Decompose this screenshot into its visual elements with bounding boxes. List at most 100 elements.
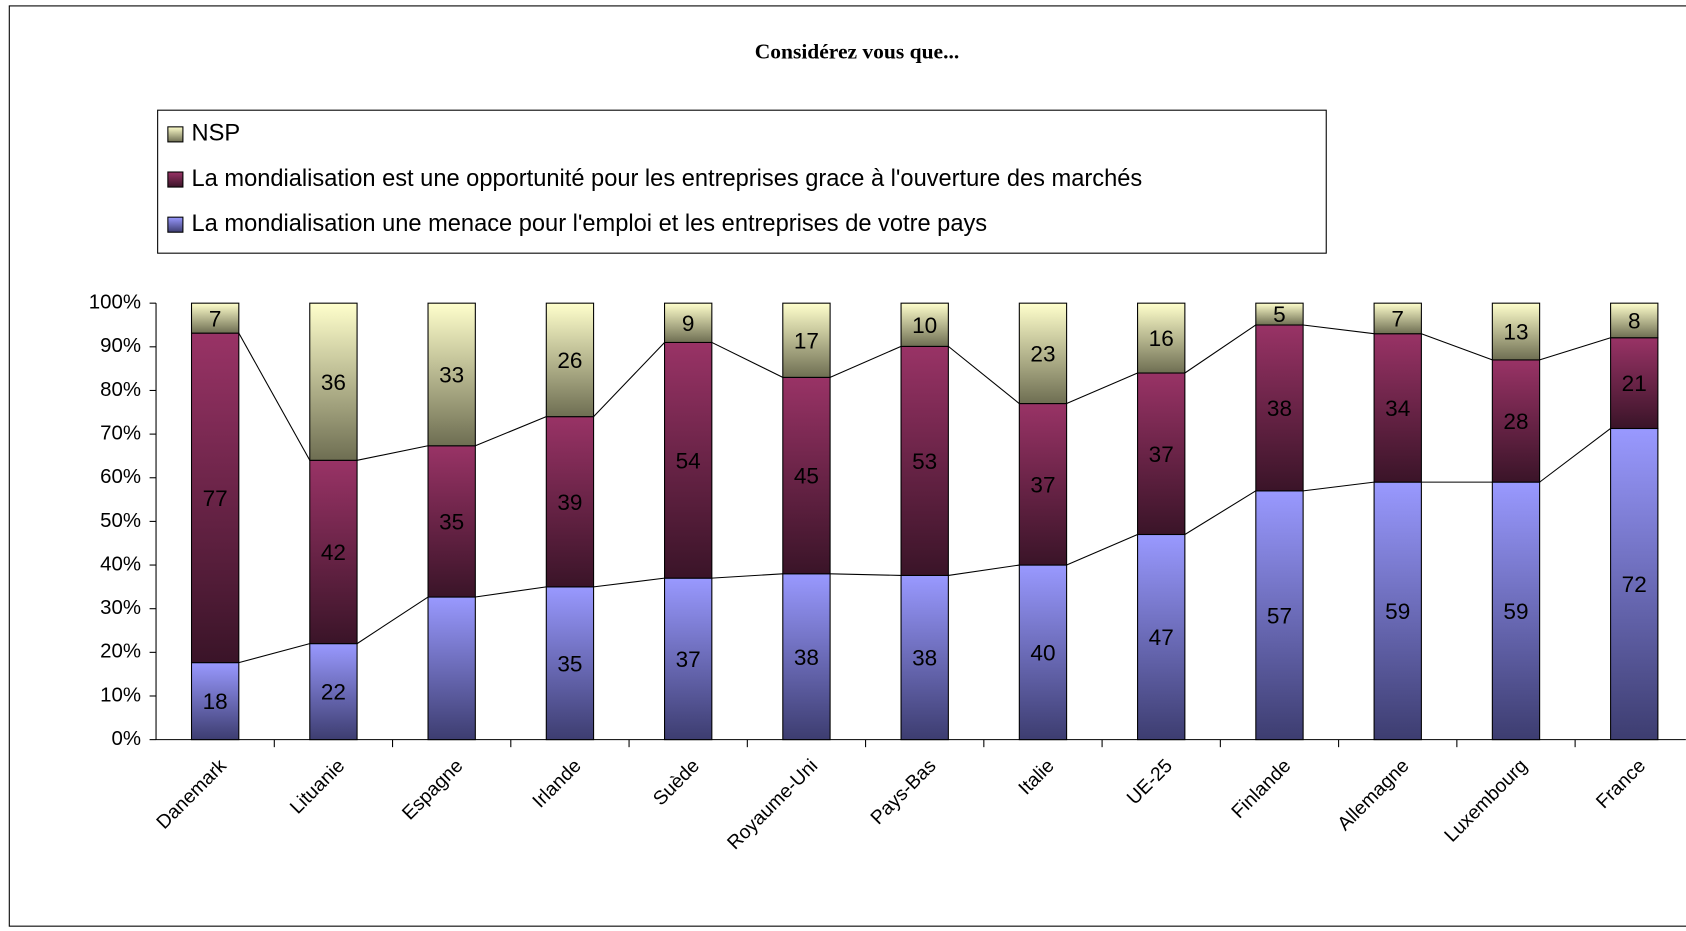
bar-segment <box>1373 302 1422 335</box>
series-line <box>238 332 311 461</box>
data-label: 59 <box>1385 599 1410 624</box>
data-label: 5 <box>1273 302 1286 327</box>
data-label: 35 <box>439 510 464 535</box>
bar-segment <box>427 445 476 598</box>
bar-segment <box>664 341 713 579</box>
data-label: 77 <box>203 486 228 511</box>
bar-segment <box>1137 302 1186 374</box>
data-label: 33 <box>439 363 464 388</box>
series-line <box>829 345 902 378</box>
data-label: 17 <box>794 328 819 353</box>
data-label: 18 <box>203 689 228 714</box>
bar-segment <box>1491 359 1541 483</box>
bar-segment <box>427 302 476 447</box>
bar-segment <box>1491 302 1541 361</box>
series-line <box>593 577 665 588</box>
series-line <box>1066 534 1138 566</box>
series-line <box>1184 490 1257 535</box>
y-tick-label: 0% <box>111 728 141 750</box>
bar-segment <box>1018 564 1068 741</box>
legend-label: La mondialisation est une opportunité po… <box>192 166 1143 192</box>
legend-swatch <box>167 126 184 143</box>
bar-segment <box>545 416 595 588</box>
bar-segment <box>309 643 358 741</box>
series-line <box>1539 428 1611 483</box>
bar-segment <box>190 332 240 664</box>
data-label: 16 <box>1149 326 1174 351</box>
data-label: 38 <box>1267 396 1292 421</box>
bar-segment <box>1018 403 1068 566</box>
bar-segment <box>1255 490 1304 741</box>
bar-segment <box>309 459 358 645</box>
series-line <box>238 643 310 664</box>
data-label: 35 <box>557 651 582 676</box>
y-tick-label: 20% <box>100 641 141 663</box>
data-label: 23 <box>1030 341 1055 366</box>
data-label: 72 <box>1622 572 1647 597</box>
y-tick-label: 40% <box>100 553 141 575</box>
series-line <box>1303 324 1375 335</box>
data-label: 9 <box>682 311 695 336</box>
chart-title: Considérez vous que... <box>755 40 959 64</box>
data-label: 47 <box>1149 625 1174 650</box>
series-line <box>1303 481 1375 492</box>
data-label: 7 <box>209 306 222 331</box>
series-line <box>948 564 1020 576</box>
series-line <box>356 596 429 645</box>
series-line <box>1539 337 1611 361</box>
series-line <box>948 345 1020 404</box>
y-tick-label: 30% <box>100 597 141 619</box>
y-tick-label: 10% <box>100 684 141 706</box>
series-line <box>1421 333 1493 361</box>
data-label: 37 <box>1030 472 1055 497</box>
series-line <box>475 416 547 447</box>
data-label: 13 <box>1503 320 1528 345</box>
bar-segment <box>1610 337 1659 430</box>
series-line <box>1066 372 1138 405</box>
bar-segment <box>900 302 949 347</box>
data-label: 36 <box>321 370 346 395</box>
data-label: 38 <box>794 645 819 670</box>
bar-segment <box>190 302 240 334</box>
data-label: 53 <box>912 449 937 474</box>
series-line <box>830 573 902 576</box>
bar-segment <box>1373 333 1422 483</box>
data-label: 57 <box>1267 603 1292 628</box>
bar-segment <box>664 302 713 343</box>
bar-segment <box>1018 302 1068 405</box>
bar-segment <box>1491 481 1541 741</box>
data-label: 45 <box>794 464 819 489</box>
series-line <box>475 586 547 598</box>
y-tick-label: 60% <box>100 466 141 488</box>
bar-segment <box>782 302 831 378</box>
data-label: 42 <box>321 540 346 565</box>
bar-segment <box>782 573 831 741</box>
data-label: 38 <box>912 646 937 671</box>
data-label: 22 <box>321 680 346 705</box>
plot: 0%10%20%30%40%50%60%70%80%90%100%Danemar… <box>89 292 1686 854</box>
legend-swatch <box>167 171 184 188</box>
data-label: 37 <box>676 647 701 672</box>
legend-label: La mondialisation une menace pour l'empl… <box>192 211 988 237</box>
data-label: 28 <box>1503 409 1528 434</box>
data-label: 8 <box>1628 309 1641 334</box>
data-label: 10 <box>912 313 937 338</box>
bar-segment <box>1137 372 1186 536</box>
legend-label: NSP <box>192 121 241 147</box>
bar-segment <box>1610 302 1659 339</box>
series-line <box>711 573 783 579</box>
legend-box <box>157 109 1327 254</box>
bar-segment <box>427 596 476 741</box>
series-line <box>711 341 784 378</box>
bar-segment <box>309 302 358 461</box>
bar-segment <box>1373 481 1422 741</box>
bar-segment <box>900 574 949 741</box>
data-label: 40 <box>1030 640 1055 665</box>
data-label: 54 <box>676 448 701 473</box>
data-label: 59 <box>1503 599 1528 624</box>
bar-segment <box>1255 324 1304 492</box>
data-label: 39 <box>557 490 582 515</box>
data-label: 26 <box>557 348 582 373</box>
